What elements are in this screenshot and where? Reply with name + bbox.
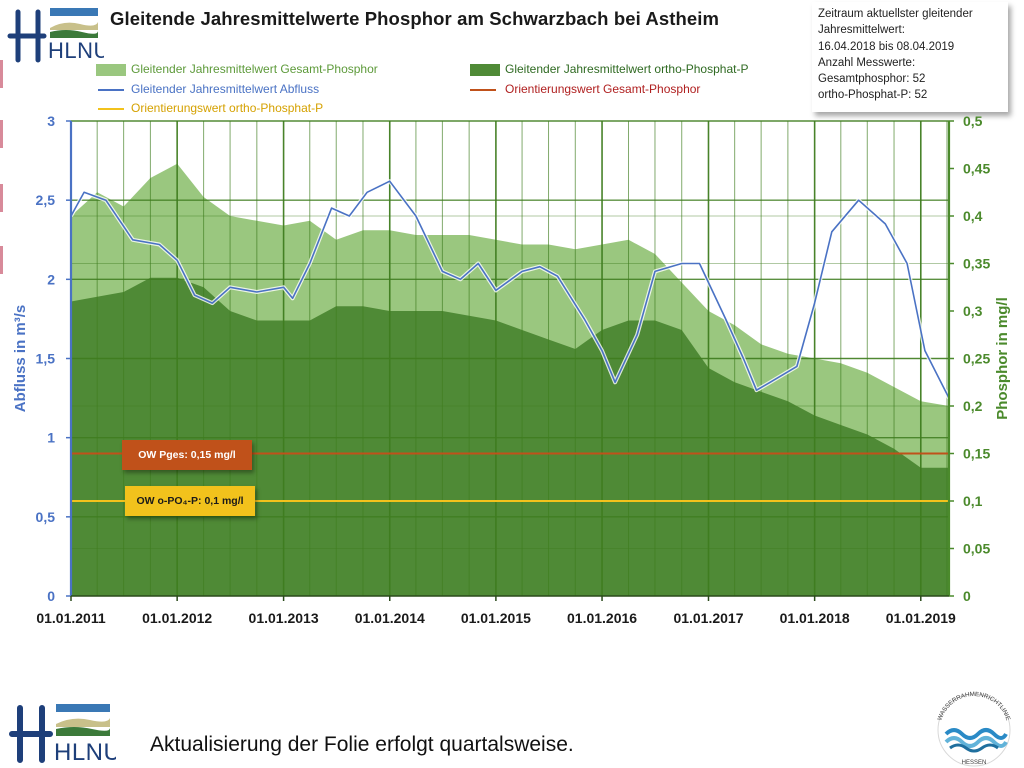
y-tick-label-right: 0,5 (963, 113, 983, 129)
ow-pges-label: OW Pges: 0,15 mg/l (122, 440, 252, 470)
y-axis-title-right: Phosphor in mg/l (994, 297, 1011, 420)
x-tick-label: 01.01.2019 (886, 610, 956, 626)
left-edge-mark (0, 184, 3, 212)
wrrl-hessen-logo: WASSERRAHMENRICHTLINIE HESSEN (936, 691, 1012, 767)
legend-swatch-ow-gesamt (470, 89, 496, 91)
info-box: Zeitraum aktuellster gleitender Jahresmi… (812, 2, 1008, 112)
svg-text:HESSEN: HESSEN (962, 760, 987, 766)
y-tick-label-right: 0,4 (963, 208, 983, 224)
info-line: 16.04.2018 bis 08.04.2019 (818, 40, 955, 53)
info-line: Anzahl Messwerte: (818, 56, 916, 69)
y-tick-label-left: 1,5 (36, 351, 56, 367)
y-tick-label-right: 0,2 (963, 398, 983, 414)
info-line: ortho-Phosphat-P: 52 (818, 89, 928, 102)
y-tick-label-left: 2 (47, 271, 55, 287)
y-tick-label-right: 0,35 (963, 256, 990, 272)
y-tick-label-left: 0,5 (36, 509, 56, 525)
info-line: Zeitraum aktuellster gleitender (818, 8, 973, 20)
y-tick-label-left: 0 (47, 588, 55, 604)
x-tick-label: 01.01.2015 (461, 610, 531, 626)
ow-opo4-label: OW o-PO₄-P: 0,1 mg/l (125, 486, 255, 516)
y-axis-title-left: Abfluss in m³/s (12, 305, 29, 413)
legend-item-gesamt: Gleitender Jahresmittelwert Gesamt-Phosp… (131, 62, 378, 76)
x-tick-label: 01.01.2012 (142, 610, 212, 626)
legend-item-ow-gesamt: Orientierungswert Gesamt-Phosphor (505, 82, 701, 96)
x-tick-label: 01.01.2011 (36, 610, 106, 626)
y-tick-label-left: 2,5 (36, 192, 56, 208)
legend-swatch-gesamt (96, 64, 126, 76)
info-line: Gesamtphosphor: 52 (818, 73, 926, 86)
legend-item-ortho: Gleitender Jahresmittelwert ortho-Phosph… (505, 62, 749, 76)
series-line-abfluss (70, 180, 950, 399)
legend-item-abfluss: Gleitender Jahresmittelwert Abfluss (131, 82, 320, 96)
left-edge-mark (0, 246, 3, 274)
x-tick-label: 01.01.2018 (780, 610, 850, 626)
footer-note: Aktualisierung der Folie erfolgt quartal… (150, 733, 574, 756)
info-line: Jahresmittelwert: (818, 24, 905, 37)
x-tick-label: 01.01.2014 (355, 610, 425, 626)
y-tick-label-left: 1 (47, 430, 55, 446)
y-tick-label-right: 0,25 (963, 351, 990, 367)
legend-item-ow-ortho: Orientierungswert ortho-Phosphat-P (131, 101, 324, 115)
y-tick-label-right: 0,3 (963, 303, 983, 319)
y-tick-label-left: 3 (47, 113, 55, 129)
left-edge-mark (0, 120, 3, 148)
chart-title: Gleitende Jahresmittelwerte Phosphor am … (110, 8, 720, 29)
y-tick-label-right: 0,45 (963, 161, 990, 177)
x-tick-label: 01.01.2016 (567, 610, 637, 626)
x-tick-label: 01.01.2017 (673, 610, 743, 626)
legend-swatch-ortho (470, 64, 500, 76)
x-tick-label: 01.01.2013 (249, 610, 319, 626)
y-tick-label-right: 0,15 (963, 446, 990, 462)
legend-swatch-abfluss (98, 89, 124, 91)
y-tick-label-right: 0,05 (963, 541, 990, 557)
y-tick-label-right: 0,1 (963, 493, 983, 509)
left-edge-mark (0, 60, 3, 88)
legend-swatch-ow-ortho (98, 108, 124, 110)
y-tick-label-right: 0 (963, 588, 971, 604)
